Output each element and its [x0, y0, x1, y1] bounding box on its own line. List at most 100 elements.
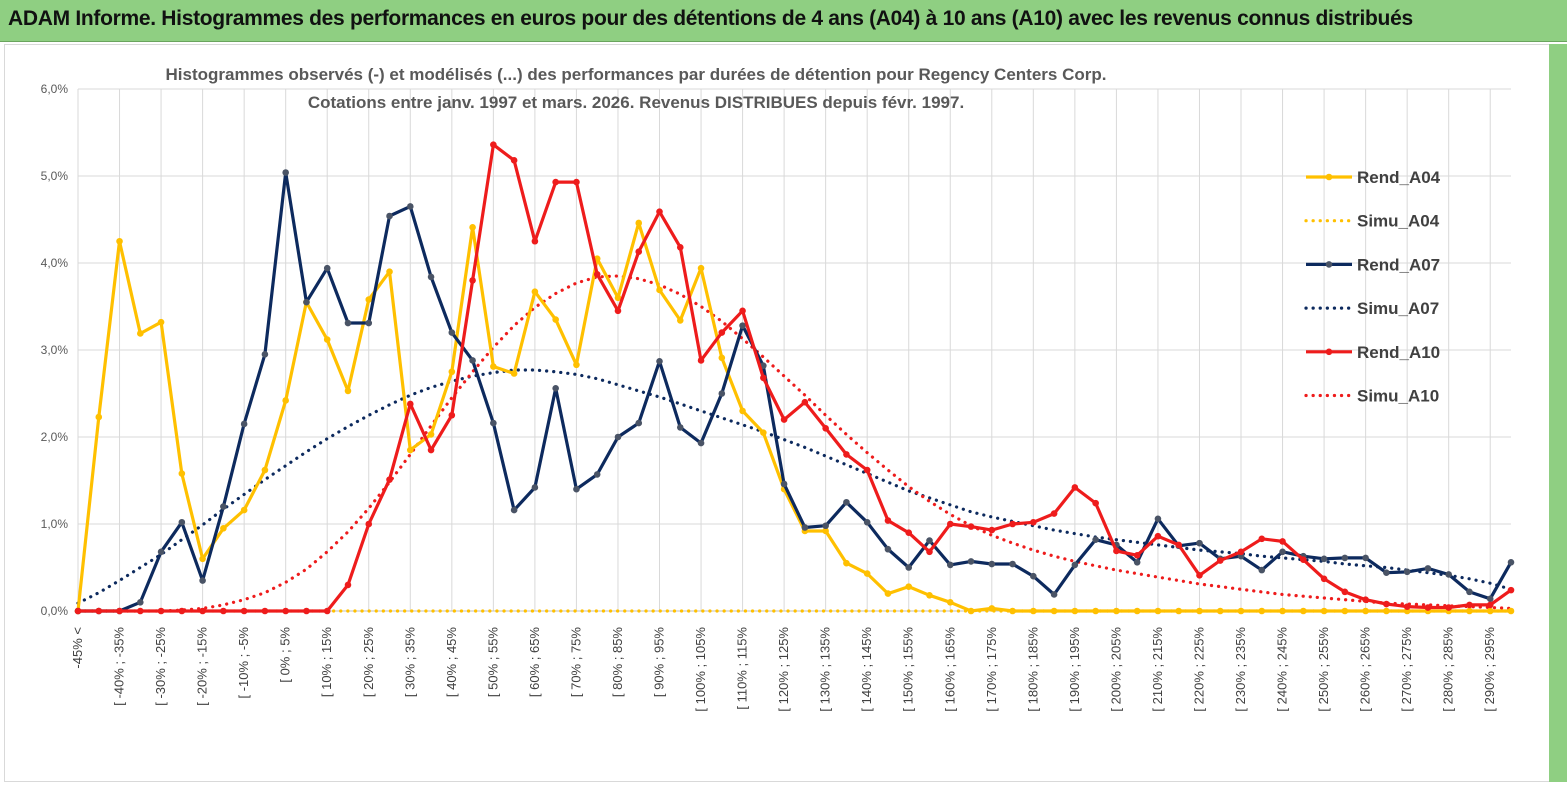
x-tick-label: [ 20% ; 25%: [361, 627, 376, 698]
data-point: [469, 224, 476, 231]
data-point: [1279, 607, 1286, 615]
data-point: [1507, 586, 1515, 594]
x-tick-label: [ 80% ; 85%: [610, 627, 625, 698]
data-point: [905, 564, 913, 571]
data-point: [303, 607, 310, 615]
data-point: [884, 517, 892, 524]
data-point: [116, 607, 123, 615]
data-point: [697, 357, 705, 364]
data-point: [240, 506, 248, 514]
legend-entry: Rend_A10: [1306, 343, 1440, 362]
x-tick-label: [ -30% ; -25%: [153, 627, 168, 706]
data-point: [1196, 607, 1203, 615]
data-point: [801, 398, 809, 406]
data-point: [676, 244, 684, 251]
series-line: [78, 143, 1512, 613]
x-tick-label: [ -10% ; -5%: [236, 627, 251, 699]
data-point: [261, 466, 269, 474]
data-point: [552, 178, 559, 186]
data-point: [1113, 607, 1120, 615]
data-point: [926, 537, 933, 544]
data-point: [510, 506, 518, 514]
data-point: [178, 518, 186, 526]
data-point: [1486, 595, 1494, 603]
data-point: [905, 529, 913, 536]
data-point: [240, 607, 248, 615]
data-point: [282, 607, 289, 615]
data-point: [157, 548, 165, 556]
data-point: [1445, 571, 1452, 578]
data-point: [697, 264, 705, 272]
data-point: [843, 498, 850, 506]
data-point: [137, 599, 144, 606]
title-banner: ADAM Informe. Histogrammes des performan…: [0, 0, 1567, 42]
series-lines: [74, 141, 1515, 615]
data-point: [386, 212, 393, 220]
data-point: [1050, 607, 1058, 615]
data-point: [282, 169, 289, 176]
data-point: [157, 318, 165, 326]
data-point: [780, 480, 788, 488]
x-tick-label: [ 40% ; 45%: [444, 627, 459, 698]
data-point: [448, 368, 456, 376]
data-point: [905, 583, 913, 590]
data-point: [967, 523, 975, 530]
data-point: [1133, 552, 1141, 559]
data-point: [1320, 575, 1328, 583]
data-point: [1383, 607, 1390, 615]
data-point: [344, 387, 352, 395]
data-point: [365, 319, 373, 327]
chart-subtitle: Cotations entre janv. 1997 et mars. 2026…: [308, 93, 964, 112]
x-tick-label: [ 140% ; 145%: [859, 627, 874, 712]
x-tick-label: -45% <: [70, 627, 85, 669]
data-point: [718, 354, 726, 362]
data-point: [988, 560, 996, 568]
data-point: [946, 561, 954, 569]
data-point: [490, 141, 497, 148]
data-point: [240, 420, 248, 428]
legend-label: Simu_A10: [1357, 387, 1439, 406]
data-point: [406, 400, 414, 408]
data-point: [1320, 555, 1328, 563]
data-point: [95, 607, 103, 615]
data-point: [365, 520, 373, 528]
series-line: [78, 170, 1513, 613]
data-point: [1175, 607, 1183, 615]
data-point: [1300, 556, 1307, 563]
y-tick-label: 6,0%: [41, 82, 69, 96]
x-tick-label: [ 200% ; 205%: [1108, 627, 1123, 712]
data-point: [822, 522, 829, 530]
data-point: [718, 329, 726, 336]
data-point: [1092, 536, 1099, 543]
x-tick-label: [ 260% ; 265%: [1358, 627, 1373, 712]
series-rend-a10: [74, 141, 1515, 615]
data-point: [884, 545, 892, 553]
x-tick-label: [ 50% ; 55%: [485, 627, 500, 698]
data-point: [386, 268, 393, 276]
legend-marker: [1325, 348, 1333, 356]
x-tick-label: [ 210% ; 215%: [1150, 627, 1165, 712]
data-point: [510, 370, 518, 377]
data-point: [1071, 484, 1079, 491]
data-point: [1362, 607, 1369, 615]
data-point: [1507, 607, 1515, 615]
series-simu-a10: [76, 274, 1513, 613]
data-point: [1383, 600, 1390, 608]
data-point: [282, 397, 289, 404]
data-point: [1486, 607, 1494, 615]
data-point: [323, 336, 331, 343]
x-tick-label: [ 70% ; 75%: [568, 627, 583, 698]
data-point: [1237, 548, 1245, 556]
data-point: [1258, 566, 1266, 574]
data-point: [656, 358, 663, 365]
data-point: [946, 599, 954, 606]
data-point: [946, 520, 954, 528]
y-tick-label: 5,0%: [41, 169, 69, 183]
x-tick-label: [ 90% ; 95%: [652, 627, 667, 698]
x-tick-label: [ -40% ; -35%: [112, 627, 127, 706]
data-point: [323, 607, 331, 615]
data-point: [1341, 607, 1349, 615]
data-point: [1092, 607, 1099, 615]
data-point: [1258, 535, 1266, 543]
